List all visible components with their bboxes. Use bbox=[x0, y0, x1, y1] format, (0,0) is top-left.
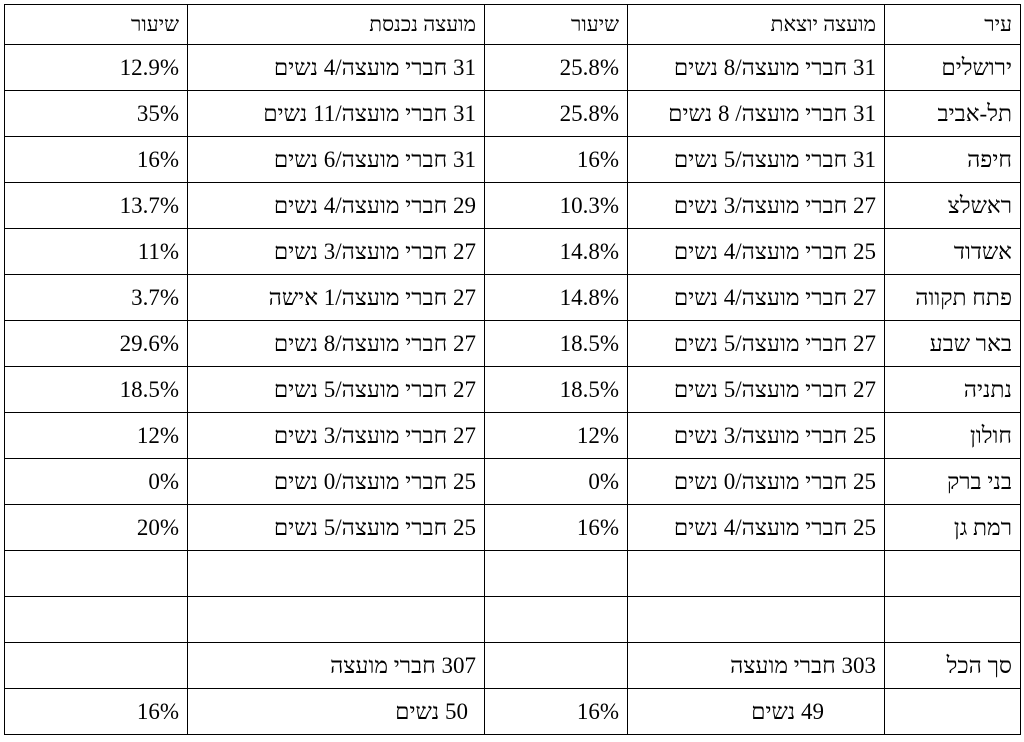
table-row: פתח תקווה 27 חברי מועצה/4 נשים 14.8% 27 חבר… bbox=[4, 274, 1021, 321]
cell: 0% bbox=[4, 458, 188, 505]
cell: 12.9% bbox=[4, 44, 188, 91]
cell: 25 חברי מועצה/4 נשים bbox=[627, 228, 885, 275]
table-header: עיר מועצה יוצאת שיעור מועצה נכנסת שיעור bbox=[4, 4, 1021, 45]
cell: 27 חברי מועצה/3 נשים bbox=[187, 412, 485, 459]
header-row: עיר מועצה יוצאת שיעור מועצה נכנסת שיעור bbox=[4, 4, 1021, 45]
cell: 16% bbox=[4, 136, 188, 183]
cell: תל-אביב bbox=[884, 90, 1021, 137]
table-row: חיפה 31 חברי מועצה/5 נשים 16% 31 חברי מועצה… bbox=[4, 136, 1021, 183]
cell: 18.5% bbox=[4, 366, 188, 413]
table-row: נתניה 27 חברי מועצה/5 נשים 18.5% 27 חברי מו… bbox=[4, 366, 1021, 413]
cell: 25 חברי מועצה/0 נשים bbox=[627, 458, 885, 505]
header-cell: שיעור bbox=[4, 4, 188, 45]
table-row: רמת גן 25 חברי מועצה/4 נשים 16% 25 חברי מוע… bbox=[4, 504, 1021, 551]
cell: פתח תקווה bbox=[884, 274, 1021, 321]
data-table: עיר מועצה יוצאת שיעור מועצה נכנסת שיעור ירוש… bbox=[4, 4, 1021, 735]
cell: נתניה bbox=[884, 366, 1021, 413]
cell: 16% bbox=[484, 504, 628, 551]
cell: 49 נשים bbox=[627, 688, 885, 735]
cell: חולון bbox=[884, 412, 1021, 459]
cell: סך הכל bbox=[884, 642, 1021, 689]
cell: 27 חברי מועצה/3 נשים bbox=[187, 228, 485, 275]
cell: 20% bbox=[4, 504, 188, 551]
cell: אשדוד bbox=[884, 228, 1021, 275]
cell: 29.6% bbox=[4, 320, 188, 367]
cell: 16% bbox=[484, 688, 628, 735]
cell: בני ברק bbox=[884, 458, 1021, 505]
cell: 27 חברי מועצה/5 נשים bbox=[627, 366, 885, 413]
cell: 31 חברי מועצה/4 נשים bbox=[187, 44, 485, 91]
cell: 25.8% bbox=[484, 44, 628, 91]
cell: 31 חברי מועצה/6 נשים bbox=[187, 136, 485, 183]
cell: 27 חברי מועצה/5 נשים bbox=[627, 320, 885, 367]
cell: 27 חברי מועצה/1 אישה bbox=[187, 274, 485, 321]
cell: 31 חברי מועצה/11 נשים bbox=[187, 90, 485, 137]
cell: 25 חברי מועצה/5 נשים bbox=[187, 504, 485, 551]
cell: 12% bbox=[4, 412, 188, 459]
table-row: ירושלים 31 חברי מועצה/8 נשים 25.8% 31 חברי … bbox=[4, 44, 1021, 91]
cell: 0% bbox=[484, 458, 628, 505]
table-row: באר שבע 27 חברי מועצה/5 נשים 18.5% 27 חברי … bbox=[4, 320, 1021, 367]
table-body: ירושלים 31 חברי מועצה/8 נשים 25.8% 31 חברי … bbox=[4, 44, 1021, 551]
cell: 31 חברי מועצה/5 נשים bbox=[627, 136, 885, 183]
table-row: חולון 25 חברי מועצה/3 נשים 12% 27 חברי מועצ… bbox=[4, 412, 1021, 459]
cell: 29 חברי מועצה/4 נשים bbox=[187, 182, 485, 229]
cell: רמת גן bbox=[884, 504, 1021, 551]
cell: 18.5% bbox=[484, 320, 628, 367]
header-cell: מועצה יוצאת bbox=[627, 4, 885, 45]
header-cell: עיר bbox=[884, 4, 1021, 45]
cell: 25 חברי מועצה/0 נשים bbox=[187, 458, 485, 505]
women-row: 49 נשים 16% 50 נשים 16% bbox=[4, 688, 1021, 735]
table-row: בני ברק 25 חברי מועצה/0 נשים 0% 25 חברי מוע… bbox=[4, 458, 1021, 505]
cell: 3.7% bbox=[4, 274, 188, 321]
cell: 11% bbox=[4, 228, 188, 275]
empty-row bbox=[4, 550, 1021, 597]
cell: 25 חברי מועצה/4 נשים bbox=[627, 504, 885, 551]
cell: ראשלצ bbox=[884, 182, 1021, 229]
cell: 10.3% bbox=[484, 182, 628, 229]
table-row: תל-אביב 31 חברי מועצה/ 8 נשים 25.8% 31 חברי… bbox=[4, 90, 1021, 137]
cell: 13.7% bbox=[4, 182, 188, 229]
table-footer: סך הכל 303 חברי מועצה 307 חברי מועצה 49 … bbox=[4, 550, 1021, 735]
cell: 27 חברי מועצה/4 נשים bbox=[627, 274, 885, 321]
cell: 12% bbox=[484, 412, 628, 459]
cell: באר שבע bbox=[884, 320, 1021, 367]
table-row: ראשלצ 27 חברי מועצה/3 נשים 10.3% 29 חברי מו… bbox=[4, 182, 1021, 229]
cell: 31 חברי מועצה/ 8 נשים bbox=[627, 90, 885, 137]
cell: 50 נשים bbox=[187, 688, 485, 735]
cell: 307 חברי מועצה bbox=[187, 642, 485, 689]
cell: 14.8% bbox=[484, 274, 628, 321]
header-cell: שיעור bbox=[484, 4, 628, 45]
cell: 25 חברי מועצה/3 נשים bbox=[627, 412, 885, 459]
cell: 303 חברי מועצה bbox=[627, 642, 885, 689]
totals-row: סך הכל 303 חברי מועצה 307 חברי מועצה bbox=[4, 642, 1021, 689]
cell: 25.8% bbox=[484, 90, 628, 137]
table-row: אשדוד 25 חברי מועצה/4 נשים 14.8% 27 חברי מו… bbox=[4, 228, 1021, 275]
cell: 18.5% bbox=[484, 366, 628, 413]
header-cell: מועצה נכנסת bbox=[187, 4, 485, 45]
cell: 14.8% bbox=[484, 228, 628, 275]
cell: 31 חברי מועצה/8 נשים bbox=[627, 44, 885, 91]
cell: 35% bbox=[4, 90, 188, 137]
cell: 16% bbox=[484, 136, 628, 183]
cell: 27 חברי מועצה/8 נשים bbox=[187, 320, 485, 367]
cell: 27 חברי מועצה/3 נשים bbox=[627, 182, 885, 229]
cell: ירושלים bbox=[884, 44, 1021, 91]
cell: חיפה bbox=[884, 136, 1021, 183]
cell: 16% bbox=[4, 688, 188, 735]
cell: 27 חברי מועצה/5 נשים bbox=[187, 366, 485, 413]
empty-row bbox=[4, 596, 1021, 643]
